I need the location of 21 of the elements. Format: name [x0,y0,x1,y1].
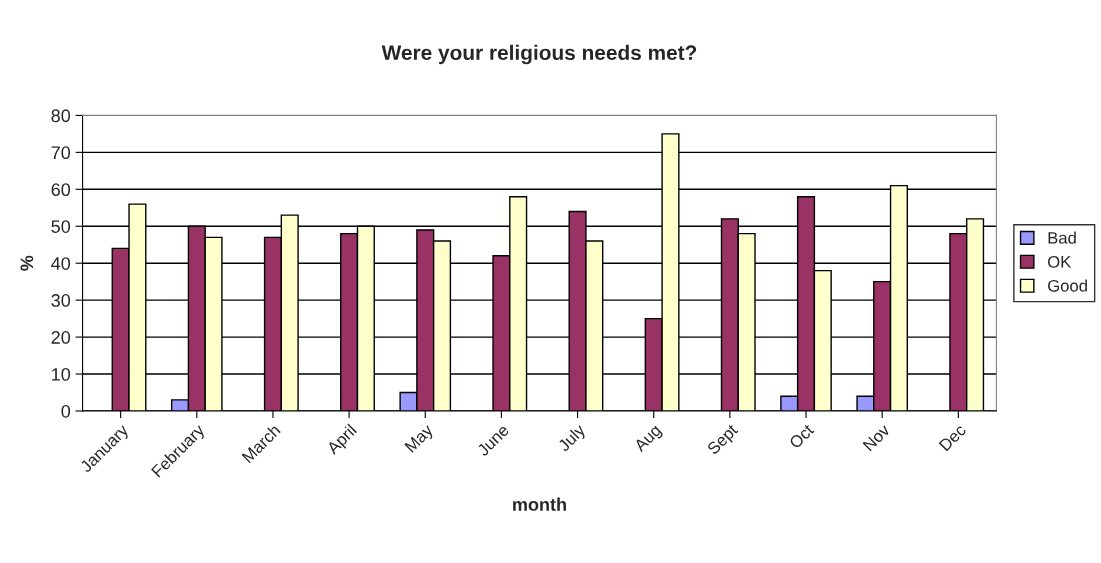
legend-label: Bad [1048,231,1076,244]
chart-title: Were your religious needs met? [381,44,697,65]
x-tick-label: May [404,423,437,456]
x-tick-label: July [556,422,589,455]
y-tick-label: 20 [51,331,71,344]
y-axis-title: % [20,255,34,271]
y-tick-label: 30 [51,294,71,307]
x-tick-label: Nov [862,423,891,452]
y-tick-label: 10 [52,367,71,381]
y-tick-label: 0 [61,404,71,418]
x-tick-label: Oct [788,423,815,450]
x-tick-label: Dec [938,423,967,452]
legend-label: Good [1048,279,1087,292]
y-tick-label: 50 [51,220,71,233]
y-tick-label: 40 [51,257,71,270]
y-tick-label: 60 [51,183,71,197]
y-tick-label: 80 [51,109,71,123]
x-axis-title: month [513,497,566,511]
x-tick-label: Aug [633,423,664,455]
y-tick-label: 70 [51,146,71,160]
legend-label: OK [1048,255,1072,268]
